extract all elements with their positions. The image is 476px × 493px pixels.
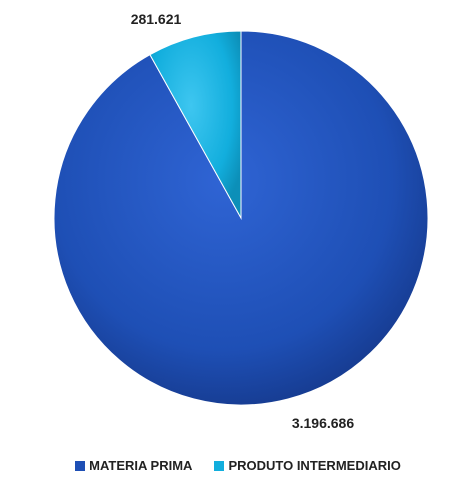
data-label-materia-prima: 3.196.686 [292,415,354,431]
data-label-produto-intermediario: 281.621 [131,11,182,27]
legend-item-materia-prima: MATERIA PRIMA [75,458,192,473]
pie-slice-produto-intermediario [149,30,242,220]
legend-swatch-materia-prima [75,460,86,471]
legend: MATERIA PRIMA PRODUTO INTERMEDIARIO [0,458,476,473]
legend-item-produto-intermediario: PRODUTO INTERMEDIARIO [214,458,401,473]
legend-label-produto-intermediario: PRODUTO INTERMEDIARIO [228,458,401,473]
legend-swatch-produto-intermediario [214,460,225,471]
legend-label-materia-prima: MATERIA PRIMA [89,458,193,473]
